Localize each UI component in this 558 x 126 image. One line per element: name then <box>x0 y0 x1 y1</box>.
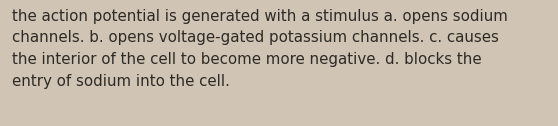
Text: the action potential is generated with a stimulus a. opens sodium
channels. b. o: the action potential is generated with a… <box>12 9 508 89</box>
